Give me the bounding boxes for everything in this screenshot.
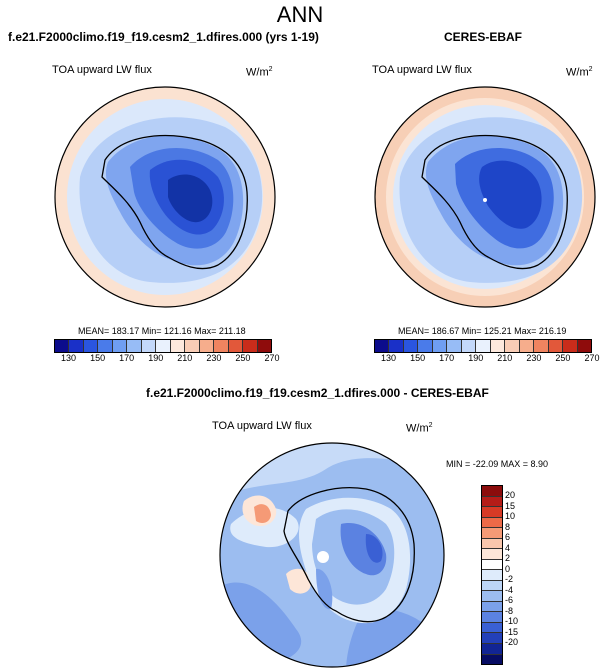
colorbar-tick-label: 6 xyxy=(505,532,511,543)
colorbar-swatch xyxy=(214,340,229,352)
colorbar-swatch xyxy=(243,340,258,352)
colorbar-swatch xyxy=(482,643,502,655)
colorbar-tick-label: -2 xyxy=(505,574,514,585)
colorbar-swatch xyxy=(199,340,215,352)
colorbar-swatch xyxy=(141,340,157,352)
colorbar-swatch xyxy=(461,340,477,352)
colorbar-swatch xyxy=(482,559,502,571)
diff-colorbar xyxy=(481,485,503,665)
colorbar-swatch xyxy=(482,633,502,644)
colorbar-swatch xyxy=(403,340,419,352)
colorbar-tick-label: 130 xyxy=(61,353,77,363)
colorbar-tick-label: -8 xyxy=(505,605,514,616)
colorbar-tick-label: 210 xyxy=(177,353,193,363)
diff-stats: MIN = -22.09 MAX = 8.90 xyxy=(446,459,549,469)
colorbar-tick-label: 10 xyxy=(505,511,516,522)
colorbar-tick-label: 230 xyxy=(526,353,542,363)
colorbar-swatch xyxy=(482,549,502,560)
colorbar-tick-label: 190 xyxy=(148,353,164,363)
colorbar-swatch xyxy=(98,340,113,352)
colorbar-swatch xyxy=(447,340,462,352)
colorbar-tick-label: 20 xyxy=(505,490,516,501)
colorbar-tick-label: 230 xyxy=(206,353,222,363)
colorbar-swatch xyxy=(548,340,564,352)
colorbar-swatch xyxy=(482,486,502,497)
colorbar-swatch xyxy=(505,340,520,352)
colorbar-swatch xyxy=(482,580,502,592)
colorbar-tick-label: -15 xyxy=(505,626,519,637)
colorbar-swatch xyxy=(482,570,502,581)
colorbar-swatch xyxy=(482,517,502,529)
colorbar-swatch xyxy=(418,340,433,352)
colorbar-swatch xyxy=(170,340,186,352)
obs-stats: MEAN= 186.67 Min= 125.21 Max= 216.19 xyxy=(398,326,567,336)
colorbar-tick-label: 170 xyxy=(119,353,135,363)
colorbar-tick-label: 2 xyxy=(505,553,511,564)
colorbar-swatch xyxy=(185,340,200,352)
obs-variable-label: TOA upward LW flux xyxy=(372,64,472,76)
colorbar-tick-label: 15 xyxy=(505,500,516,511)
model-variable-label: TOA upward LW flux xyxy=(52,64,152,76)
colorbar-swatch xyxy=(257,340,272,352)
diff-colorbar-ticks: 20 15 10 8 6 4 2 0 -2 -4 -6 -8 -10 -15 -20 xyxy=(505,485,525,663)
colorbar-tick-label: 130 xyxy=(381,353,397,363)
obs-units-label: W/m2 xyxy=(566,66,593,79)
colorbar-tick-label: 210 xyxy=(497,353,513,363)
colorbar-swatch xyxy=(228,340,244,352)
obs-panel-title: CERES-EBAF xyxy=(444,30,523,44)
colorbar-swatch xyxy=(156,340,171,352)
colorbar-swatch xyxy=(389,340,404,352)
colorbar-swatch xyxy=(577,340,592,352)
colorbar-swatch xyxy=(432,340,448,352)
colorbar-swatch xyxy=(482,654,502,665)
colorbar-swatch xyxy=(69,340,84,352)
obs-colorbar: 130 150 170 190 210 230 250 270 xyxy=(374,339,600,365)
diff-polar-map xyxy=(219,442,445,668)
colorbar-tick-label: 270 xyxy=(264,353,280,363)
colorbar-tick-label: 4 xyxy=(505,542,511,553)
colorbar-swatch xyxy=(482,591,502,602)
diff-panel-title: f.e21.F2000climo.f19_f19.cesm2_1.dfires.… xyxy=(146,386,489,400)
colorbar-swatch xyxy=(476,340,491,352)
page-title: ANN xyxy=(276,2,324,27)
colorbar-swatch xyxy=(127,340,142,352)
colorbar-tick-label: 150 xyxy=(90,353,106,363)
colorbar-tick-label: -20 xyxy=(505,637,519,648)
model-polar-map xyxy=(54,86,276,308)
model-panel-title: f.e21.F2000climo.f19_f19.cesm2_1.dfires.… xyxy=(8,30,319,44)
colorbar-swatch xyxy=(83,340,99,352)
colorbar-swatch xyxy=(482,538,502,550)
obs-polar-map xyxy=(374,86,596,308)
colorbar-tick-label: 8 xyxy=(505,521,511,532)
colorbar-tick-label: 150 xyxy=(410,353,426,363)
colorbar-tick-label: 170 xyxy=(439,353,455,363)
colorbar-tick-label: 270 xyxy=(584,353,600,363)
colorbar-tick-label: 250 xyxy=(235,353,251,363)
colorbar-swatch xyxy=(482,528,502,539)
colorbar-swatch xyxy=(482,507,502,518)
colorbar-tick-label: 250 xyxy=(555,353,571,363)
colorbar-swatch xyxy=(534,340,549,352)
colorbar-tick-label: 0 xyxy=(505,563,511,574)
model-colorbar: 130 150 170 190 210 230 250 270 xyxy=(54,339,280,365)
colorbar-tick-label: -6 xyxy=(505,595,514,606)
colorbar-tick-label: -10 xyxy=(505,616,519,627)
model-units-label: W/m2 xyxy=(246,66,273,79)
diff-units-label: W/m2 xyxy=(406,422,433,435)
colorbar-swatch xyxy=(112,340,128,352)
colorbar-swatch xyxy=(482,496,502,508)
colorbar-tick-label: -4 xyxy=(505,584,514,595)
colorbar-swatch xyxy=(482,622,502,634)
colorbar-tick-label: 190 xyxy=(468,353,484,363)
colorbar-swatch xyxy=(490,340,506,352)
colorbar-swatch xyxy=(482,601,502,613)
diff-variable-label: TOA upward LW flux xyxy=(212,420,312,432)
colorbar-swatch xyxy=(375,340,390,352)
colorbar-swatch xyxy=(55,340,70,352)
model-stats: MEAN= 183.17 Min= 121.16 Max= 211.18 xyxy=(78,326,246,336)
colorbar-swatch xyxy=(482,612,502,623)
colorbar-swatch xyxy=(563,340,578,352)
colorbar-swatch xyxy=(519,340,535,352)
